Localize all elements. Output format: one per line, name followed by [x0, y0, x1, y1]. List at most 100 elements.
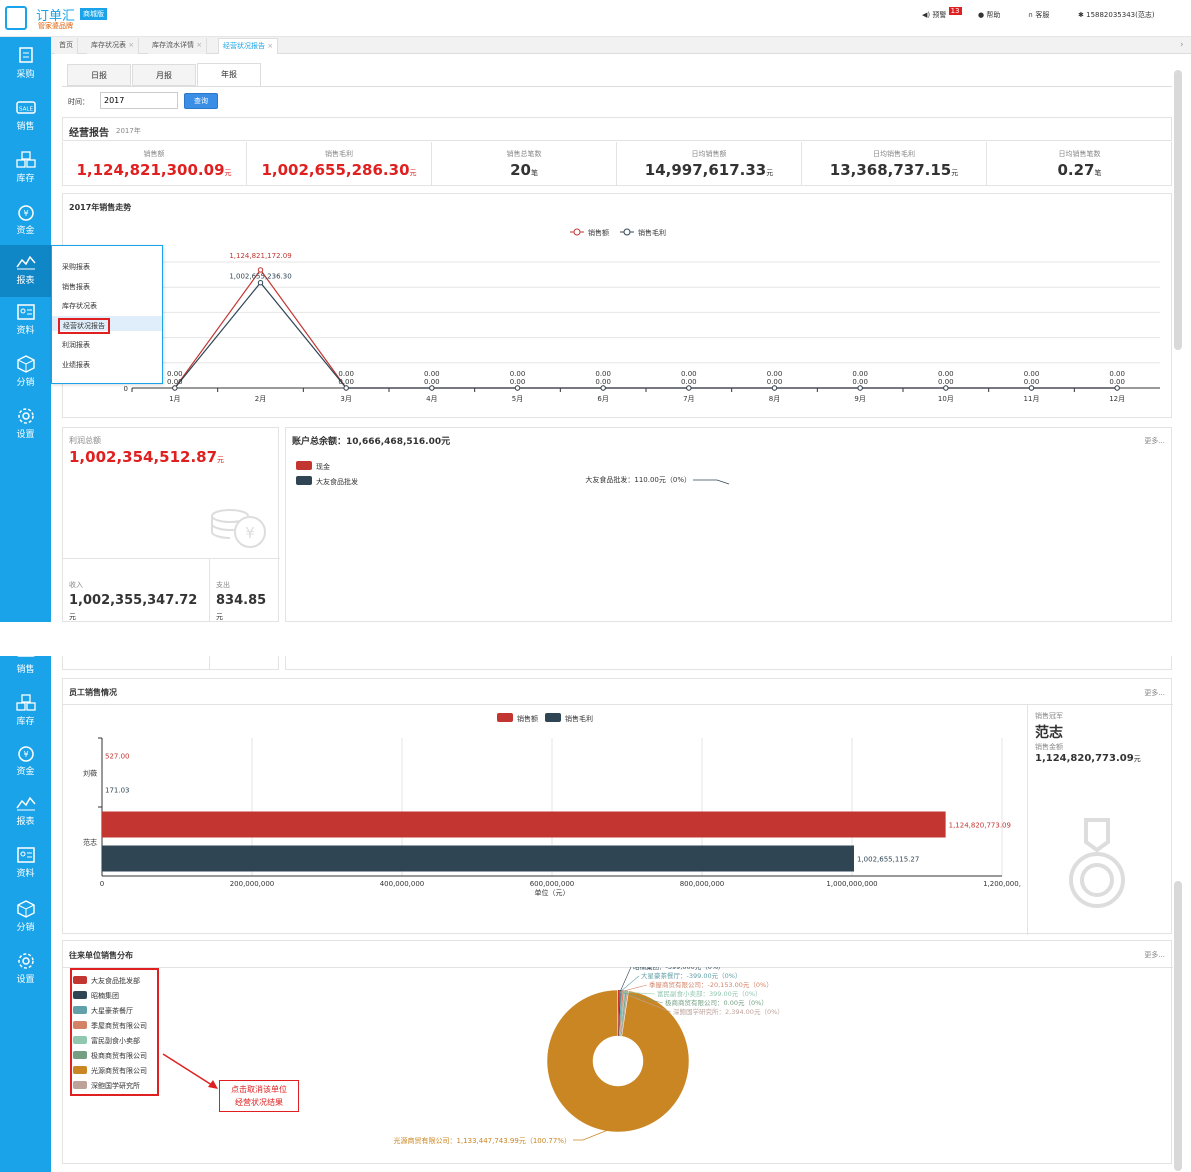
- annotation-arrow-icon: [162, 1053, 218, 1089]
- svg-text:SALE: SALE: [19, 107, 33, 113]
- menu-purchase-report[interactable]: 采购报表: [62, 263, 90, 271]
- data-label: 0.00: [167, 370, 183, 378]
- kpi-unit: 元: [224, 169, 232, 177]
- champion-amount-number: 1,124,820,773.09: [1035, 753, 1134, 764]
- tab-label: 库存流水详情: [152, 41, 194, 49]
- tab-scroll-right-icon[interactable]: ›: [1180, 40, 1184, 50]
- data-label: 1,124,821,172.09: [229, 252, 291, 260]
- headset-icon: ∩: [1028, 11, 1034, 19]
- report-tab-yearly[interactable]: 年报: [197, 63, 261, 87]
- query-button[interactable]: 查询: [184, 93, 218, 109]
- label-leader: [619, 967, 632, 993]
- data-point: [257, 267, 264, 273]
- close-icon[interactable]: ×: [196, 41, 203, 49]
- sidebar: 采购 SALE 销售 库存 ¥ 资金 报表 资料 分销 设置: [0, 37, 51, 622]
- menu-profit-report[interactable]: 利润报表: [62, 341, 90, 349]
- app-subtitle: 管家婆品牌: [38, 22, 73, 30]
- medal-icon: [1069, 818, 1125, 908]
- report-tab-monthly[interactable]: 月报: [132, 64, 196, 86]
- kpi-number: 1,002,655,286.30: [261, 161, 410, 179]
- legend-swatch: [73, 1021, 87, 1029]
- sale-tag-icon: SALE: [16, 656, 35, 657]
- x-tick-label: 11月: [1024, 395, 1040, 403]
- employee-more-link[interactable]: 更多...: [1144, 689, 1165, 697]
- boxes-icon: [15, 694, 36, 711]
- svg-text:¥: ¥: [245, 524, 255, 542]
- x-tick-label: 200,000,000: [230, 880, 275, 888]
- data-label: 0.00: [681, 370, 697, 378]
- nav-label: 设置: [16, 430, 35, 440]
- nav-funds[interactable]: ¥ 资金: [0, 736, 51, 788]
- legend-swatch: [296, 476, 312, 485]
- help-button[interactable]: ● 帮助: [978, 10, 1000, 20]
- nav-reports[interactable]: 报表: [0, 786, 51, 838]
- bar-label: 171.03: [105, 787, 129, 795]
- menu-business-report[interactable]: 经营状况报告: [58, 318, 110, 334]
- pie-slice: [620, 990, 626, 1037]
- nav-distribution[interactable]: 分销: [0, 892, 51, 944]
- x-tick-label: 400,000,000: [380, 880, 425, 888]
- close-icon[interactable]: ×: [128, 41, 135, 49]
- legend-swatch: [73, 1036, 87, 1044]
- close-icon[interactable]: ×: [267, 42, 274, 50]
- nav-label: 资料: [16, 869, 35, 879]
- user-menu[interactable]: ✱ 15882035343(范志): [1078, 10, 1155, 20]
- gear-icon: [17, 408, 34, 424]
- boxes-icon: [15, 151, 36, 168]
- tab-business-report[interactable]: 经营状况报告 ×: [218, 38, 279, 54]
- nav-purchase[interactable]: 采购: [0, 39, 51, 91]
- legend-swatch: [73, 1066, 87, 1074]
- account-more-link[interactable]: 更多...: [1144, 437, 1165, 445]
- nav-settings[interactable]: 设置: [0, 944, 51, 996]
- data-label: 0.00: [338, 370, 354, 378]
- tab-label: 经营状况报告: [223, 42, 265, 50]
- x-tick-label: 12月: [1109, 395, 1125, 403]
- profit-box-bottom-edge: [62, 656, 279, 670]
- legend-label: 现金: [316, 462, 330, 471]
- kpi-label: 销售总笔数: [506, 150, 542, 158]
- report-year: 2017年: [116, 127, 141, 135]
- slice-label: 富民副食小卖部：399.00元（0%）: [657, 989, 762, 998]
- time-input[interactable]: [100, 92, 178, 109]
- menu-performance-report[interactable]: 业绩报表: [62, 361, 90, 369]
- bar: [102, 811, 946, 838]
- scrollbar-thumb[interactable]: [1174, 70, 1182, 350]
- menu-inventory-status[interactable]: 库存状况表: [62, 302, 97, 310]
- nav-label: 资金: [16, 767, 35, 777]
- cube-icon: [16, 900, 35, 918]
- nav-data[interactable]: 资料: [0, 295, 51, 347]
- nav-label: 资金: [16, 226, 35, 236]
- data-label: 0.00: [510, 370, 526, 378]
- legend-swatch: [73, 991, 87, 999]
- partner-more-link[interactable]: 更多...: [1144, 951, 1165, 959]
- service-label: 客服: [1035, 11, 1050, 19]
- sale-tag-icon: SALE: [15, 101, 36, 114]
- legend-label: 昭楠集团: [91, 991, 119, 1000]
- report-header-box: 经营报告 2017年: [62, 117, 1172, 141]
- nav-funds[interactable]: ¥ 资金: [0, 195, 51, 247]
- alert-button[interactable]: ◀) 预警 13: [922, 7, 962, 20]
- coins-icon: ¥: [211, 509, 266, 548]
- scrollbar-thumb[interactable]: [1174, 881, 1182, 1171]
- trend-title: 2017年销售走势: [69, 203, 132, 212]
- nav-settings[interactable]: 设置: [0, 399, 51, 451]
- nav-reports[interactable]: 报表: [0, 245, 51, 297]
- employee-title: 员工销售情况: [69, 688, 117, 697]
- service-button[interactable]: ∩ 客服: [1028, 10, 1049, 20]
- kpi-value: 1,002,655,286.30元: [247, 161, 431, 179]
- tab-inventory-flow[interactable]: 库存流水详情 ×: [148, 38, 208, 54]
- nav-label: 库存: [16, 717, 35, 727]
- tab-inventory-status[interactable]: 库存状况表 ×: [87, 38, 140, 54]
- nav-sales[interactable]: SALE 销售: [0, 91, 51, 143]
- gear-icon: ✱: [1078, 11, 1084, 19]
- nav-inventory[interactable]: 库存: [0, 143, 51, 195]
- nav-sales[interactable]: SALE 销售: [0, 656, 51, 686]
- report-tab-daily[interactable]: 日报: [67, 64, 131, 86]
- menu-sales-report[interactable]: 销售报表: [62, 283, 90, 291]
- nav-data[interactable]: 资料: [0, 838, 51, 890]
- nav-inventory[interactable]: 库存: [0, 686, 51, 738]
- nav-label: 销售: [16, 122, 35, 132]
- tab-home[interactable]: 首页: [55, 38, 78, 54]
- kpi-unit: 笔: [530, 169, 538, 177]
- nav-distribution[interactable]: 分销: [0, 347, 51, 399]
